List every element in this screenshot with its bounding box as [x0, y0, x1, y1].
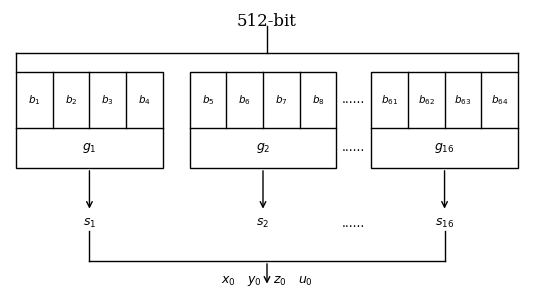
Text: $g_1$: $g_1$ [82, 141, 97, 155]
Text: $b_8$: $b_8$ [312, 93, 325, 106]
Text: $b_{62}$: $b_{62}$ [418, 93, 435, 106]
Text: $b_{63}$: $b_{63}$ [454, 93, 472, 106]
Bar [16, 72, 163, 168]
Text: $g_2$: $g_2$ [256, 141, 270, 155]
Text: $s_1$: $s_1$ [83, 217, 96, 230]
Text: $b_{64}$: $b_{64}$ [491, 93, 508, 106]
Text: $z_0$: $z_0$ [273, 275, 287, 288]
Bar [190, 72, 336, 168]
Text: $b_{61}$: $b_{61}$ [381, 93, 398, 106]
Text: $x_0$: $x_0$ [221, 275, 236, 288]
Text: $s_{16}$: $s_{16}$ [435, 217, 454, 230]
Text: $b_2$: $b_2$ [65, 93, 77, 106]
Text: ......: ...... [342, 141, 365, 154]
Text: ......: ...... [342, 217, 365, 230]
Text: $b_1$: $b_1$ [28, 93, 41, 106]
Text: $g_{16}$: $g_{16}$ [434, 141, 455, 155]
Text: $b_5$: $b_5$ [202, 93, 214, 106]
Text: $b_3$: $b_3$ [101, 93, 114, 106]
Text: ......: ...... [342, 93, 365, 106]
Text: $s_2$: $s_2$ [256, 217, 270, 230]
Text: $b_7$: $b_7$ [275, 93, 288, 106]
Bar [371, 72, 518, 168]
Text: $y_0$: $y_0$ [247, 274, 262, 288]
Text: $b_4$: $b_4$ [138, 93, 151, 106]
Text: 512-bit: 512-bit [237, 14, 297, 31]
Text: $u_0$: $u_0$ [298, 275, 313, 288]
Text: $b_6$: $b_6$ [238, 93, 251, 106]
